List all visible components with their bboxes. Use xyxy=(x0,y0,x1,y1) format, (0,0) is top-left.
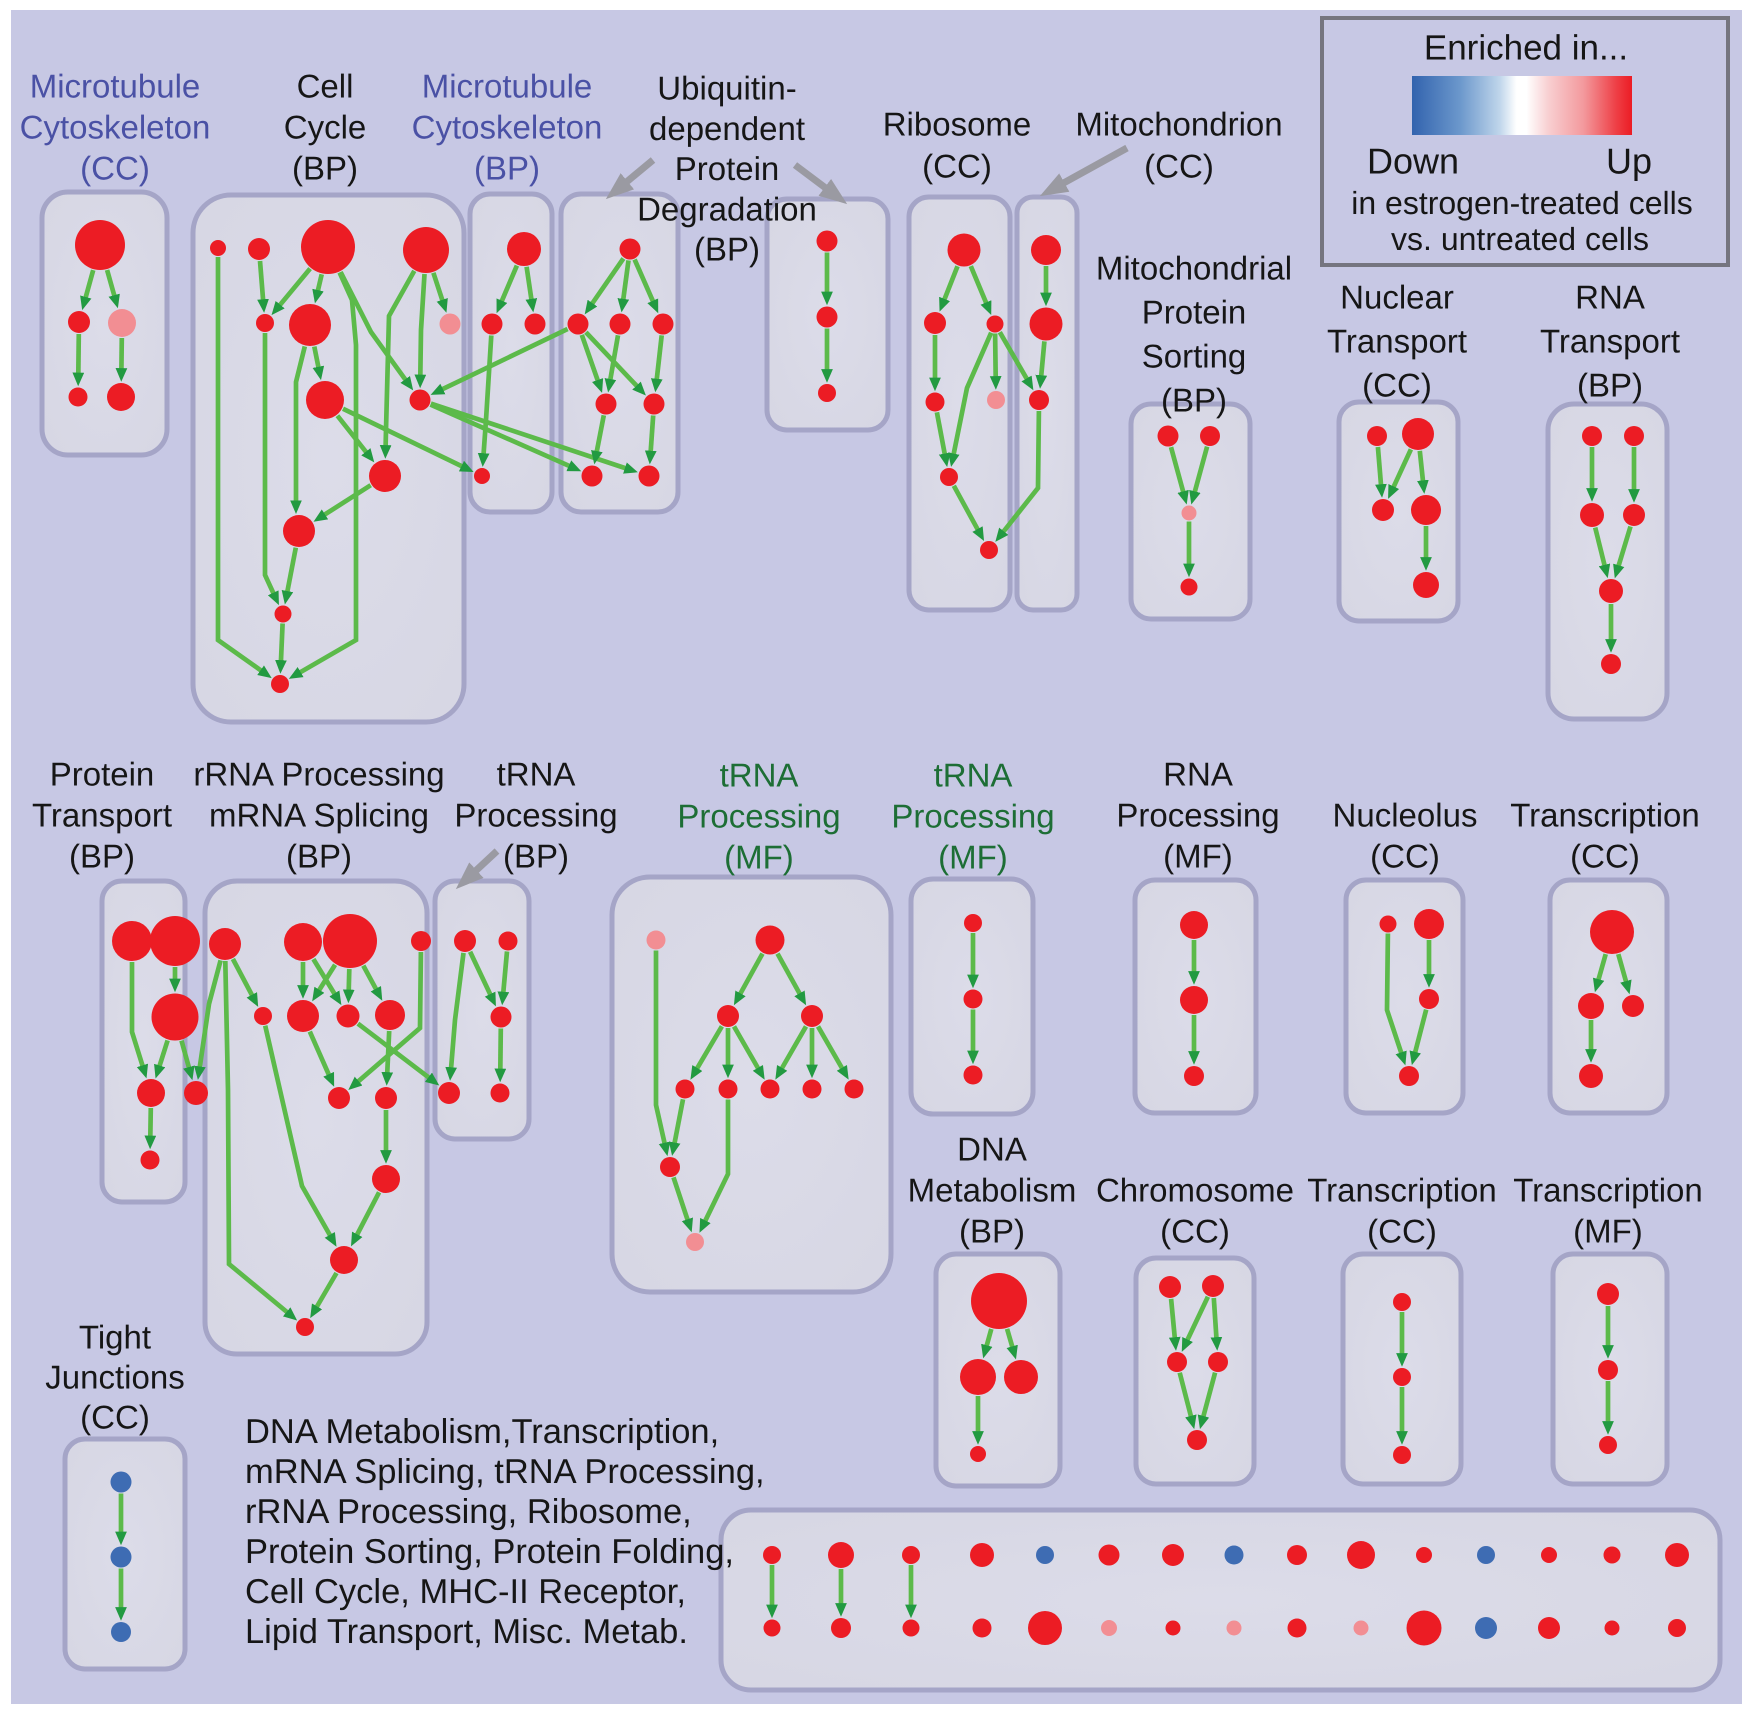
svg-text:(CC): (CC) xyxy=(80,150,150,187)
svg-text:Transport: Transport xyxy=(1327,323,1467,360)
svg-text:mRNA Splicing: mRNA Splicing xyxy=(209,797,429,834)
svg-text:Protein: Protein xyxy=(675,150,780,187)
svg-text:Tight: Tight xyxy=(79,1319,151,1356)
svg-text:Processing: Processing xyxy=(891,798,1054,835)
svg-text:RNA: RNA xyxy=(1163,756,1233,793)
svg-text:dependent: dependent xyxy=(649,110,805,147)
svg-text:Down: Down xyxy=(1367,141,1459,182)
svg-text:(BP): (BP) xyxy=(1161,382,1227,419)
svg-text:(BP): (BP) xyxy=(69,838,135,875)
svg-text:Transcription: Transcription xyxy=(1513,1172,1703,1209)
svg-text:Up: Up xyxy=(1606,141,1652,182)
svg-text:Protein Sorting, Protein Foldi: Protein Sorting, Protein Folding, xyxy=(245,1533,734,1571)
svg-text:Processing: Processing xyxy=(454,797,617,834)
svg-text:(BP): (BP) xyxy=(959,1213,1025,1250)
svg-text:Microtubule: Microtubule xyxy=(30,68,201,105)
svg-text:Degradation: Degradation xyxy=(637,190,817,227)
svg-text:Transport: Transport xyxy=(32,797,172,834)
svg-text:(CC): (CC) xyxy=(1160,1213,1230,1250)
svg-text:Protein: Protein xyxy=(1142,294,1247,331)
svg-text:Processing: Processing xyxy=(1116,797,1279,834)
svg-text:tRNA: tRNA xyxy=(497,756,576,793)
svg-text:Mitochondrial: Mitochondrial xyxy=(1096,250,1292,287)
svg-text:Ribosome: Ribosome xyxy=(883,106,1032,143)
svg-text:(CC): (CC) xyxy=(922,148,992,185)
svg-text:tRNA: tRNA xyxy=(934,757,1013,794)
svg-text:vs. untreated cells: vs. untreated cells xyxy=(1391,221,1649,257)
svg-text:Ubiquitin-: Ubiquitin- xyxy=(657,70,796,107)
svg-text:(CC): (CC) xyxy=(1570,838,1640,875)
svg-text:tRNA: tRNA xyxy=(720,757,799,794)
svg-text:Transport: Transport xyxy=(1540,323,1680,360)
svg-text:(MF): (MF) xyxy=(1163,838,1233,875)
svg-text:Mitochondrion: Mitochondrion xyxy=(1075,106,1282,143)
svg-text:rRNA Processing, Ribosome,: rRNA Processing, Ribosome, xyxy=(245,1493,692,1531)
svg-text:Metabolism: Metabolism xyxy=(908,1172,1077,1209)
svg-text:(MF): (MF) xyxy=(938,839,1008,876)
svg-text:Cell Cycle, MHC-II Receptor,: Cell Cycle, MHC-II Receptor, xyxy=(245,1573,686,1611)
svg-text:rRNA Processing: rRNA Processing xyxy=(193,756,444,793)
svg-text:Processing: Processing xyxy=(677,798,840,835)
svg-text:(BP): (BP) xyxy=(503,838,569,875)
svg-text:Chromosome: Chromosome xyxy=(1096,1172,1294,1209)
svg-text:DNA Metabolism,Transcription,: DNA Metabolism,Transcription, xyxy=(245,1413,719,1451)
svg-text:Protein: Protein xyxy=(50,756,155,793)
svg-text:RNA: RNA xyxy=(1575,279,1645,316)
svg-text:Nuclear: Nuclear xyxy=(1340,279,1454,316)
svg-text:(CC): (CC) xyxy=(1367,1213,1437,1250)
svg-text:(CC): (CC) xyxy=(1370,838,1440,875)
svg-text:(BP): (BP) xyxy=(292,150,358,187)
svg-text:(BP): (BP) xyxy=(474,150,540,187)
svg-text:Cycle: Cycle xyxy=(284,109,367,146)
svg-text:DNA: DNA xyxy=(957,1131,1027,1168)
svg-text:(MF): (MF) xyxy=(1573,1213,1643,1250)
svg-text:(BP): (BP) xyxy=(286,838,352,875)
svg-text:Cytoskeleton: Cytoskeleton xyxy=(412,109,603,146)
svg-text:(CC): (CC) xyxy=(1362,367,1432,404)
svg-text:mRNA Splicing, tRNA Processing: mRNA Splicing, tRNA Processing, xyxy=(245,1453,765,1491)
svg-text:Transcription: Transcription xyxy=(1307,1172,1497,1209)
svg-text:in estrogen-treated cells: in estrogen-treated cells xyxy=(1351,185,1693,221)
svg-text:Enriched in...: Enriched in... xyxy=(1424,29,1628,68)
svg-text:Junctions: Junctions xyxy=(45,1359,184,1396)
svg-text:Cell: Cell xyxy=(297,68,354,105)
svg-text:(MF): (MF) xyxy=(724,839,794,876)
svg-text:Microtubule: Microtubule xyxy=(422,68,593,105)
svg-text:(CC): (CC) xyxy=(80,1399,150,1436)
svg-text:(BP): (BP) xyxy=(694,231,760,268)
svg-text:(CC): (CC) xyxy=(1144,148,1214,185)
svg-text:Lipid Transport, Misc. Metab.: Lipid Transport, Misc. Metab. xyxy=(245,1613,688,1651)
svg-text:Transcription: Transcription xyxy=(1510,797,1700,834)
svg-text:Sorting: Sorting xyxy=(1142,338,1247,375)
svg-text:Nucleolus: Nucleolus xyxy=(1333,797,1478,834)
svg-text:(BP): (BP) xyxy=(1577,367,1643,404)
svg-text:Cytoskeleton: Cytoskeleton xyxy=(20,109,211,146)
